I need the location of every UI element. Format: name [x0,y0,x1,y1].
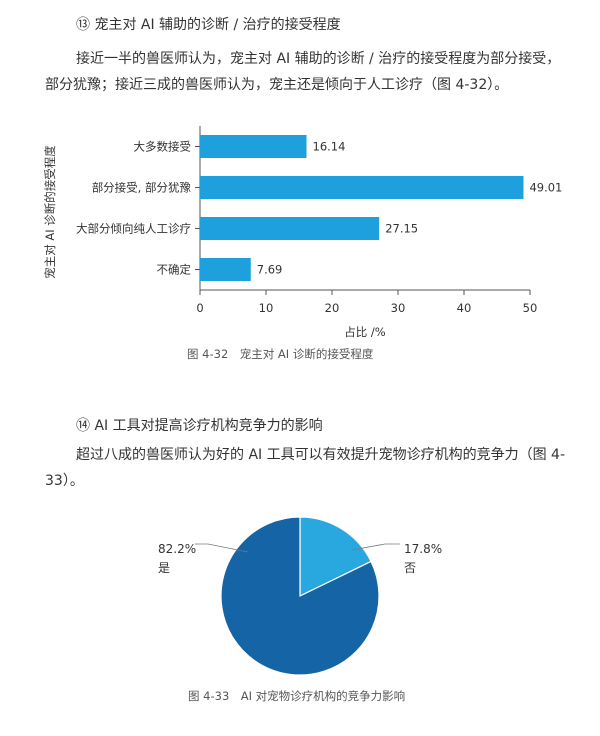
bar-chart: 大多数接受 16.14 部分接受, 部分犹豫 49.01 大部分倾向纯人工诊疗 27.15… [43,126,562,339]
x-tick-label: 0 [196,301,203,315]
x-tick-label: 50 [523,301,538,315]
leader-line [351,543,400,551]
pie-chart: 17.8% 否 82.2% 是 [158,516,442,676]
section-14-paragraph: 超过八成的兽医师认为好的 AI 工具可以有效提升宠物诊疗机构的竞争力（图 4-3… [45,447,566,489]
value-label: 27.15 [385,222,418,236]
slice-category-label: 否 [404,561,416,575]
x-tick-label: 30 [391,301,406,315]
section-14-heading: ⑭ AI 工具对提高诊疗机构竞争力的影响 [76,418,323,434]
section-13-heading: ⑬ 宠主对 AI 辅助的诊断 / 治疗的接受程度 [76,17,341,33]
leader-line [195,543,249,553]
x-axis-title: 占比 /% [344,325,386,339]
figure-4-33-caption: 图 4-33 AI 对宠物诊疗机构的竞争力影响 [188,689,406,703]
category-label: 部分接受, 部分犹豫 [92,181,192,195]
x-tick-label: 40 [457,301,472,315]
category-label: 大部分倾向纯人工诊疗 [76,222,191,236]
bar [200,258,251,281]
category-label: 大多数接受 [134,140,192,154]
slice-category-label: 是 [158,561,170,575]
bar [200,176,524,199]
value-label: 16.14 [313,140,346,154]
y-axis-title: 宠主对 AI 诊断的接受程度 [43,145,57,279]
bar [200,135,307,158]
value-label: 7.69 [257,263,283,277]
slice-value-label: 17.8% [404,542,442,556]
section-13-paragraph: 接近一半的兽医师认为，宠主对 AI 辅助的诊断 / 治疗的接受程度为部分接受，部… [45,51,561,93]
category-label: 不确定 [157,263,192,277]
pie-slice [220,516,380,676]
figure-4-32-caption: 图 4-32 宠主对 AI 诊断的接受程度 [187,347,374,361]
x-tick-label: 20 [325,301,340,315]
value-label: 49.01 [529,181,562,195]
x-tick-label: 10 [259,301,274,315]
pie-slice [299,516,372,597]
bar [200,217,380,240]
slice-value-label: 82.2% [158,542,196,556]
